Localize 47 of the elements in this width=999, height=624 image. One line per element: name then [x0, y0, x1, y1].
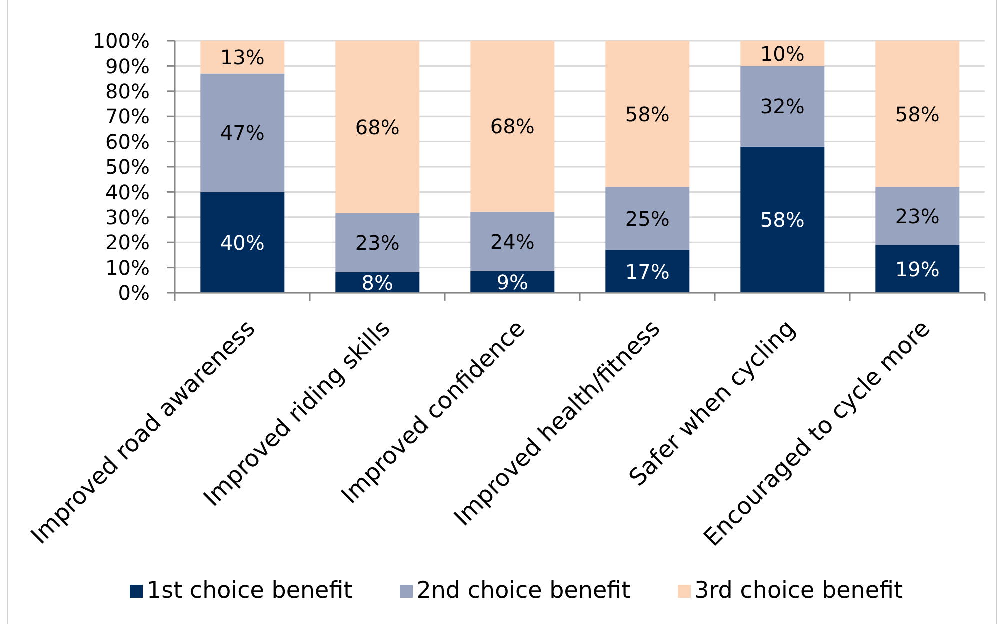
y-tick-label: 50%: [106, 155, 150, 180]
bar: [606, 187, 690, 250]
bar: [606, 250, 690, 293]
data-label: 24%: [490, 230, 535, 254]
y-tick-label: 30%: [106, 206, 150, 230]
bar: [336, 213, 420, 272]
legend-label: 3rd choice benefit: [694, 578, 903, 604]
bar: [740, 146, 825, 293]
data-label: 10%: [760, 42, 805, 66]
y-tick-label: 90%: [106, 54, 150, 78]
data-label: 40%: [220, 230, 265, 255]
y-tick-label: 80%: [106, 80, 150, 104]
y-tick-label: 100%: [92, 29, 150, 54]
data-label: 68%: [490, 114, 535, 139]
y-tick-label: 0%: [118, 281, 150, 306]
legend-label: 1st choice benefit: [146, 578, 353, 604]
data-label: 13%: [220, 46, 265, 70]
data-label: 9%: [496, 270, 529, 294]
data-label: 47%: [220, 121, 265, 146]
data-label: 19%: [895, 257, 940, 282]
bar: [740, 66, 825, 147]
y-tick-label: 70%: [106, 104, 150, 129]
bar: [876, 41, 960, 188]
bar: [336, 41, 420, 214]
data-label: 58%: [625, 102, 670, 126]
y-tick-label: 10%: [106, 256, 150, 280]
bar: [200, 41, 285, 74]
data-label: 32%: [760, 94, 805, 119]
bar: [876, 187, 960, 246]
data-label: 17%: [625, 260, 670, 284]
bar: [470, 41, 555, 212]
data-label: 68%: [355, 115, 400, 140]
data-label: 8%: [362, 270, 394, 295]
y-tick-label: 20%: [106, 230, 150, 255]
bar: [876, 245, 960, 293]
data-label: 23%: [895, 204, 940, 228]
y-tick-label: 40%: [106, 180, 150, 204]
data-label: 58%: [895, 102, 940, 126]
bar: [200, 74, 285, 192]
data-label: 58%: [760, 208, 805, 232]
legend-label: 2nd choice benefit: [416, 578, 631, 604]
data-label: 23%: [355, 231, 400, 256]
bar: [200, 192, 285, 293]
data-label: 25%: [625, 206, 670, 231]
y-tick-label: 60%: [106, 130, 150, 154]
bar: [606, 41, 690, 188]
bar: [470, 212, 555, 272]
